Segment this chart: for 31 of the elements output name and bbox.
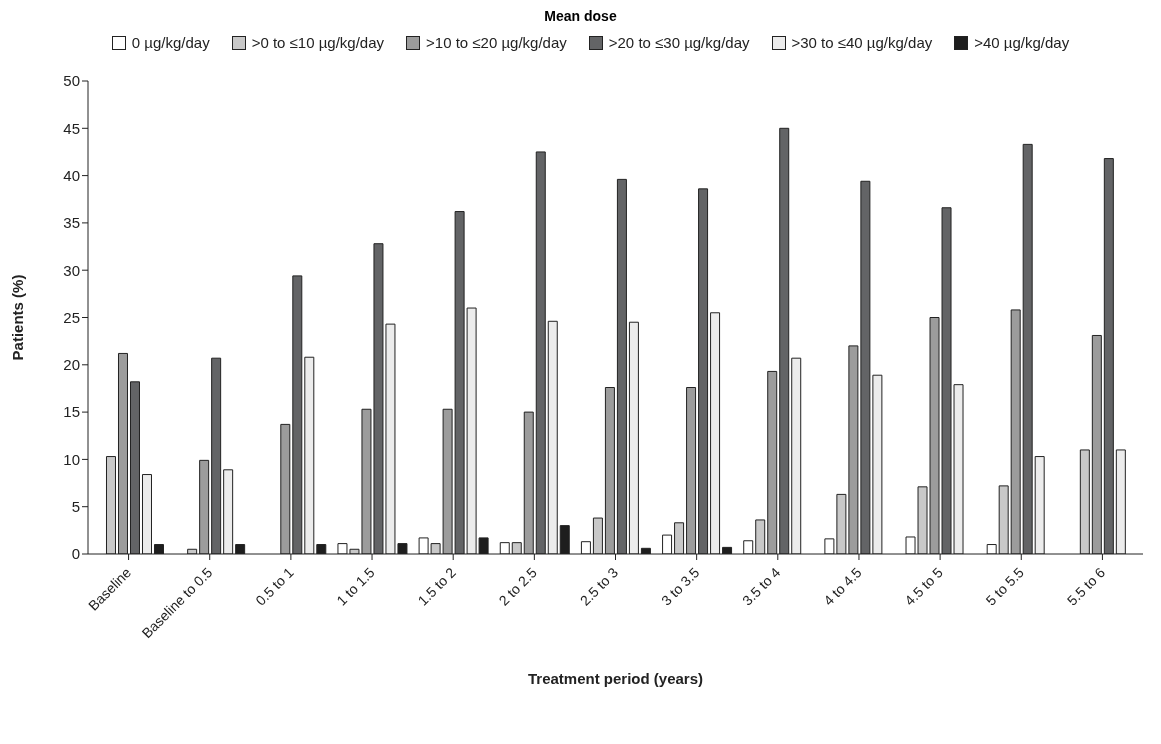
x-tick-label: 1 to 1.5 [333,564,378,609]
legend-label: >0 to ≤10 µg/kg/day [251,34,385,51]
y-tick-label: 45 [63,119,80,137]
x-tick-label: 3 to 3.5 [657,564,703,609]
x-tick-label: 2.5 to 3 [576,564,622,609]
chart-title: Mean dose [543,8,618,24]
y-tick-label: 5 [71,498,80,516]
y-tick-label: 10 [63,450,80,468]
y-tick-label: 15 [63,403,80,421]
x-tick-label: 4 to 4.5 [820,564,865,609]
x-tick-label: 0.5 to 1 [252,564,297,609]
y-tick-label: 50 [63,72,80,90]
x-tick-label: 3.5 to 4 [739,564,784,609]
y-tick-label: 35 [63,214,80,232]
legend-label: >20 to ≤30 µg/kg/day [608,34,750,51]
x-tick-label: 1.5 to 2 [414,564,459,609]
x-tick-label: 4.5 to 5 [901,564,946,609]
y-tick-label: 25 [63,308,80,326]
x-tick-label: 5.5 to 6 [1063,564,1109,609]
x-tick-label: 5 to 5.5 [982,564,1028,609]
legend-label: >40 µg/kg/day [974,34,1070,51]
x-tick-label: 2 to 2.5 [495,564,541,609]
y-tick-label: 40 [63,166,80,184]
legend-label: >10 to ≤20 µg/kg/day [426,34,567,51]
y-tick-label: 0 [71,545,80,563]
legend-label: 0 µg/kg/day [131,34,210,51]
legend-label: >30 to ≤40 µg/kg/day [791,34,933,51]
y-tick-label: 20 [63,356,80,374]
y-tick-label: 30 [63,261,80,279]
x-axis-title: Treatment period (years) [527,670,704,687]
y-axis-title: Patients (%) [9,274,27,361]
